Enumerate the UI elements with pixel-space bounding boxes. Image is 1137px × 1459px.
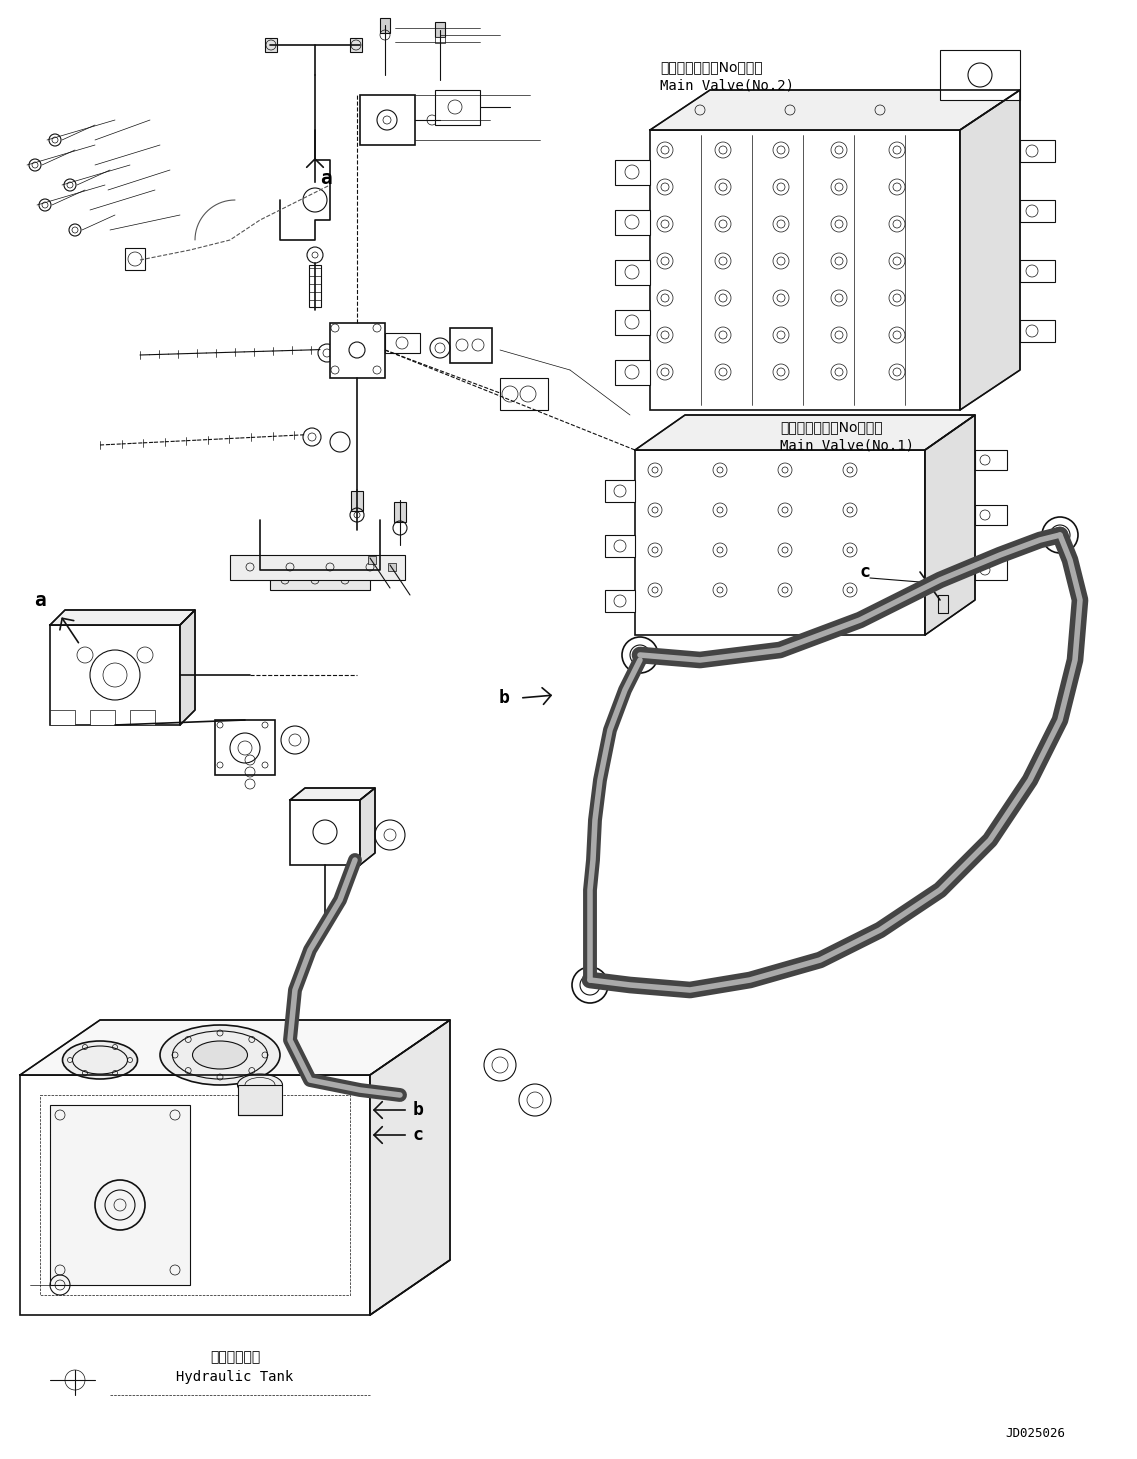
Bar [330,322,385,378]
Text: 作動油タンク: 作動油タンク [210,1350,260,1364]
Bar [1020,140,1055,162]
Ellipse shape [160,1026,280,1085]
Bar [1020,200,1055,222]
Text: c: c [860,563,871,581]
Bar [395,502,406,522]
Text: メインバルブ（No．２）: メインバルブ（No．２） [659,60,763,74]
Bar [500,378,548,410]
Bar [1020,260,1055,282]
Bar [350,38,362,53]
Bar [615,210,650,235]
Text: Hydraulic Tank: Hydraulic Tank [176,1370,293,1385]
Bar [380,18,390,34]
Bar [130,711,155,725]
Text: b: b [499,689,511,708]
Ellipse shape [238,1074,282,1096]
Bar [435,36,445,42]
Bar [215,719,275,775]
Bar [388,563,396,570]
Bar [450,328,492,363]
Bar [435,22,445,36]
Polygon shape [50,610,196,624]
Text: JD025026: JD025026 [1005,1427,1065,1440]
Bar [615,160,650,185]
Bar [615,309,650,336]
Polygon shape [290,788,375,800]
Text: b: b [413,1102,424,1119]
Bar [605,480,634,502]
Bar [309,266,321,306]
Text: a: a [34,591,45,610]
Bar [976,560,1007,581]
Bar [940,50,1020,101]
Bar [265,38,277,53]
Bar [605,589,634,611]
Polygon shape [370,1020,450,1315]
Polygon shape [634,414,976,449]
Bar [1020,320,1055,341]
Bar [125,248,146,270]
Text: Main Valve(No.1): Main Valve(No.1) [780,438,914,452]
Bar [435,90,480,125]
Bar [385,333,420,353]
Bar [605,535,634,557]
Text: a: a [319,168,332,188]
Bar [20,1075,370,1315]
Polygon shape [960,90,1020,410]
Bar [290,800,360,865]
Polygon shape [650,90,1020,130]
Polygon shape [180,610,196,725]
Bar [50,711,75,725]
Bar [634,449,926,635]
Text: c: c [413,1126,424,1144]
Bar [238,1085,282,1115]
Bar [615,360,650,385]
Bar [360,95,415,144]
Bar [230,554,405,581]
Polygon shape [926,414,976,635]
Bar [40,1096,350,1296]
Polygon shape [20,1020,450,1075]
Text: Main Valve(No.2): Main Valve(No.2) [659,77,794,92]
Bar [269,570,370,589]
Ellipse shape [63,1042,138,1080]
Bar [976,449,1007,470]
Bar [368,556,376,565]
Bar [650,130,960,410]
Polygon shape [360,788,375,865]
Bar [50,1104,190,1285]
Bar [90,711,115,725]
Bar [50,624,180,725]
Bar [938,595,948,613]
Bar [976,505,1007,525]
Bar [615,260,650,285]
Bar [351,492,363,511]
Ellipse shape [192,1042,248,1069]
Text: メインバルブ（No．１）: メインバルブ（No．１） [780,420,882,433]
